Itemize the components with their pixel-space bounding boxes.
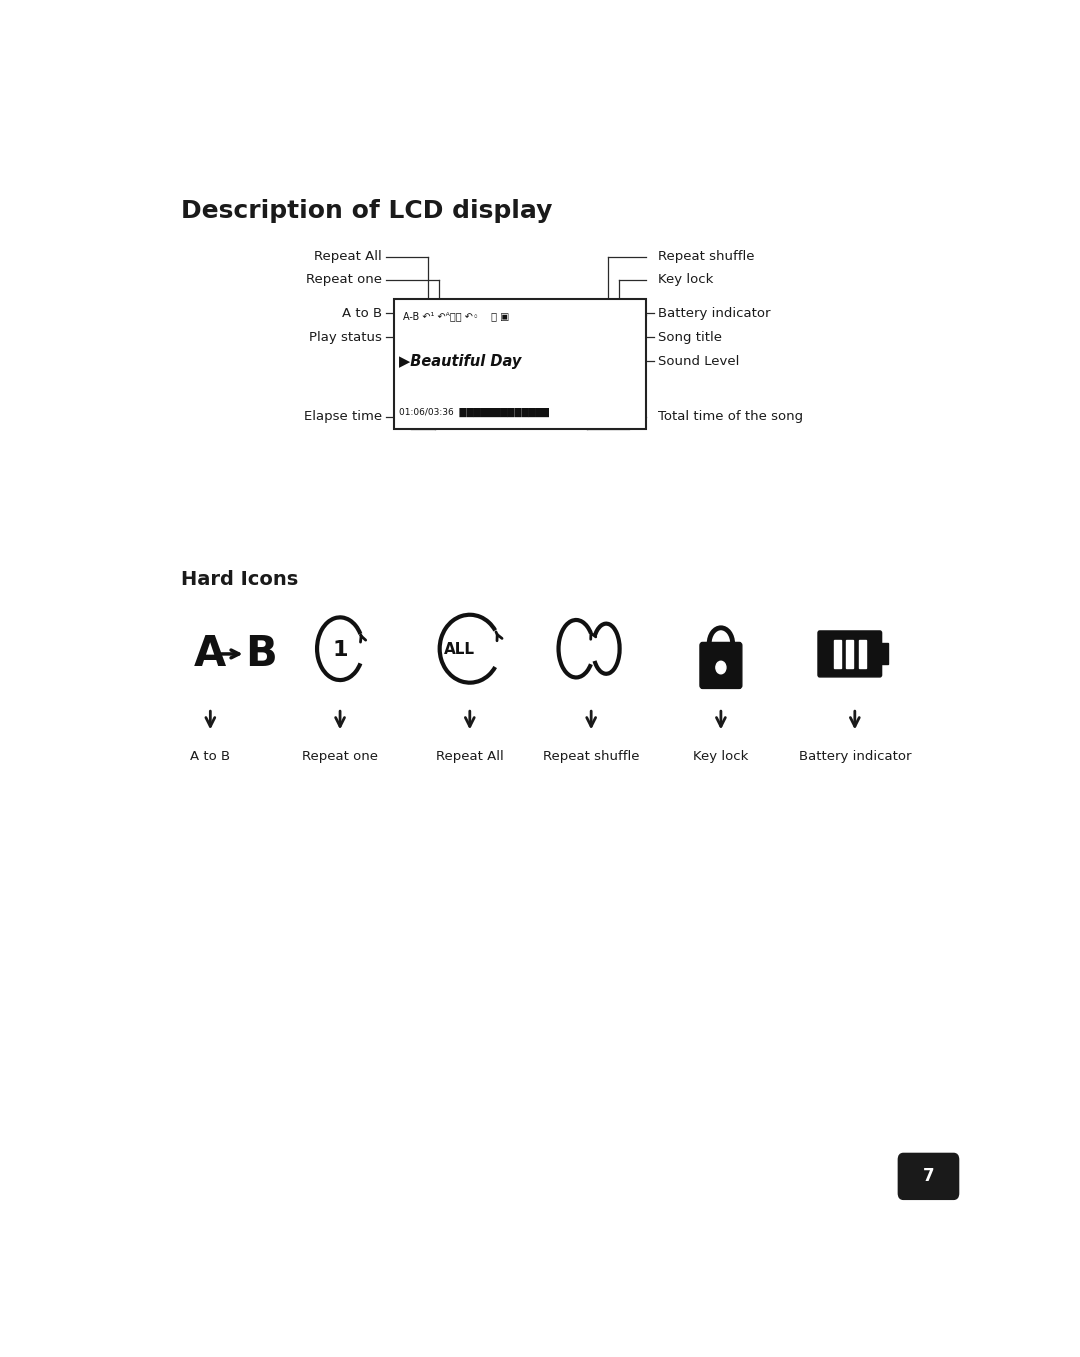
Text: Repeat All: Repeat All (436, 750, 503, 763)
Text: Repeat shuffle: Repeat shuffle (543, 750, 639, 763)
Bar (847, 641, 853, 668)
Bar (859, 641, 866, 668)
Text: ALL: ALL (444, 642, 475, 657)
Text: Repeat shuffle: Repeat shuffle (658, 251, 755, 263)
Text: Song title: Song title (658, 331, 723, 343)
Text: 1: 1 (333, 639, 348, 660)
Text: A to B: A to B (341, 307, 382, 320)
Text: ▶Beautiful Day: ▶Beautiful Day (400, 354, 522, 369)
Text: Repeat All: Repeat All (314, 251, 382, 263)
Text: Sound Level: Sound Level (658, 356, 740, 368)
Text: Play status: Play status (309, 331, 382, 343)
Text: Total time of the song: Total time of the song (658, 410, 804, 423)
Text: Battery indicator: Battery indicator (658, 307, 771, 320)
FancyBboxPatch shape (700, 642, 742, 688)
Text: Repeat one: Repeat one (302, 750, 378, 763)
Text: Key lock: Key lock (693, 750, 748, 763)
Circle shape (716, 661, 726, 674)
Text: 01:06/03:36  █████████████: 01:06/03:36 █████████████ (400, 408, 550, 417)
Text: B: B (245, 632, 276, 674)
Bar (880, 643, 889, 665)
Text: A to B: A to B (190, 750, 230, 763)
Bar (834, 641, 840, 668)
Text: Elapse time: Elapse time (303, 410, 382, 423)
Text: Battery indicator: Battery indicator (798, 750, 912, 763)
Text: Hard Icons: Hard Icons (181, 570, 298, 589)
Bar (394, 299, 646, 429)
Text: 7: 7 (922, 1167, 934, 1186)
Text: A-B ↶¹ ↶ᴬ˹˹ ↶◦    ⚿ ▣: A-B ↶¹ ↶ᴬ˹˹ ↶◦ ⚿ ▣ (403, 311, 509, 322)
Text: Key lock: Key lock (658, 273, 714, 286)
Text: Repeat one: Repeat one (306, 273, 382, 286)
Text: Description of LCD display: Description of LCD display (181, 199, 552, 224)
FancyBboxPatch shape (899, 1153, 959, 1200)
Text: A: A (194, 632, 227, 674)
FancyBboxPatch shape (818, 631, 881, 677)
